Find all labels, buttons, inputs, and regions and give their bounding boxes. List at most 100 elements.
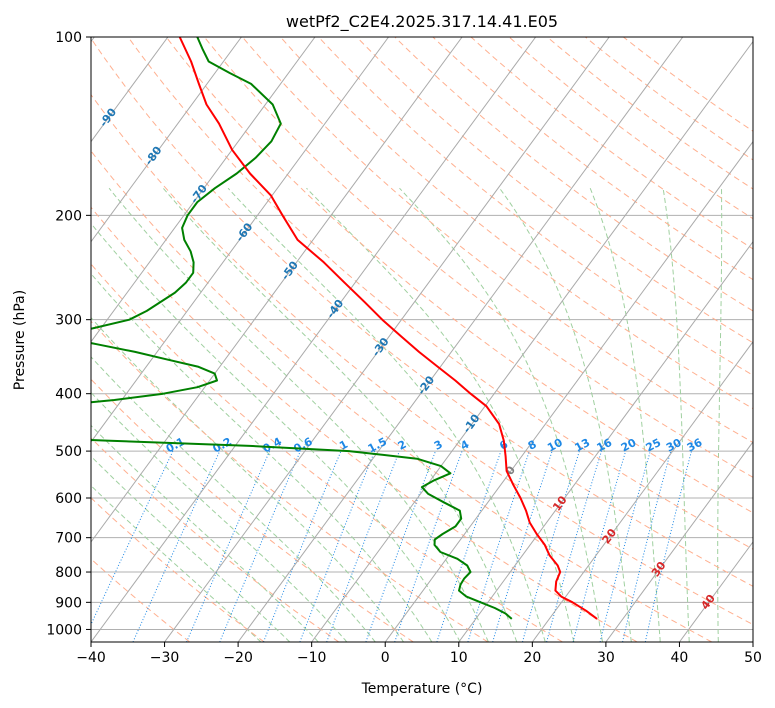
- moist-adiabat-line: [662, 188, 690, 642]
- isotherm-line: [384, 140, 753, 642]
- temperature-profile-line: [178, 37, 598, 620]
- mixing-ratio-label: 13: [573, 436, 593, 455]
- mixing-ratio-label: 25: [644, 436, 664, 455]
- moist-adiabat-line: [91, 391, 348, 642]
- mixing-ratio-line: [326, 450, 400, 642]
- isotherm-line: [91, 37, 316, 343]
- x-tick-label: 50: [744, 650, 762, 666]
- dry-adiabat-line: [318, 37, 753, 376]
- isotherm-line: [605, 441, 753, 642]
- y-tick-label: 600: [55, 491, 82, 507]
- chart-title: wetPf2_C2E4.2025.317.14.41.E05: [286, 12, 558, 32]
- mixing-ratio-line: [91, 450, 174, 626]
- moist-adiabat-line: [91, 272, 433, 642]
- y-tick-label: 400: [55, 387, 82, 403]
- x-tick-label: −10: [297, 650, 327, 666]
- isotherm-line: [458, 240, 753, 642]
- y-tick-label: 700: [55, 531, 82, 547]
- dry-adiabat-line: [91, 378, 414, 642]
- dry-adiabat-line: [584, 37, 753, 161]
- x-tick-label: 20: [523, 650, 541, 666]
- isotherm-line: [164, 37, 610, 642]
- isotherm-line: [91, 37, 389, 443]
- mixing-ratio-line: [365, 450, 436, 642]
- dry-adiabat-line: [546, 37, 753, 190]
- y-tick-label: 900: [55, 595, 82, 611]
- mixing-ratio-label: 20: [619, 436, 639, 455]
- dry-adiabat-line: [127, 37, 753, 550]
- isotherm-line: [91, 37, 463, 543]
- x-tick-label: 40: [671, 650, 689, 666]
- dry-adiabat-line: [91, 320, 489, 642]
- mixing-ratio-line: [132, 450, 221, 642]
- dry-adiabat-line: [91, 206, 638, 642]
- moist-adiabat-line: [306, 187, 575, 642]
- mixing-ratio-line: [522, 450, 580, 642]
- mixing-ratio-line: [436, 450, 502, 642]
- dry-adiabat-line: [91, 37, 753, 587]
- mixing-ratio-label: 36: [685, 436, 705, 455]
- mixing-ratio-lines: [91, 450, 692, 642]
- x-tick-label: 0: [381, 650, 390, 666]
- y-axis-ticks: 100 200 300 400 500 600 700 800 900 1000: [46, 30, 91, 638]
- y-axis-label: Pressure (hPa): [12, 290, 28, 390]
- y-tick-label: 100: [55, 30, 82, 46]
- x-axis-ticks: −40 −30 −20 −10 0 10 20 30 40 50: [76, 642, 762, 666]
- x-axis-label: Temperature (°C): [361, 681, 483, 697]
- dry-adiabat-line: [242, 37, 753, 444]
- dewpoint-profile-line: [91, 37, 513, 620]
- dry-adiabat-line: [91, 263, 563, 642]
- y-tick-label: 800: [55, 565, 82, 581]
- x-tick-label: −20: [223, 650, 253, 666]
- isotherm-line: [91, 37, 537, 642]
- mixing-ratio-line: [467, 450, 530, 642]
- moist-adiabat-line: [91, 222, 461, 642]
- moist-adiabat-line: [91, 424, 319, 642]
- mixing-ratio-line: [492, 450, 553, 642]
- moist-adiabat-line: [108, 187, 489, 642]
- dry-adiabat-line: [91, 150, 713, 642]
- moist-adiabat-line: [91, 484, 262, 642]
- isotherm-line: [311, 40, 753, 642]
- mixing-ratio-label: 10: [545, 436, 565, 455]
- mixing-ratio-line: [546, 450, 602, 642]
- dry-adiabat-line: [165, 37, 753, 514]
- mixing-ratio-label: 30: [664, 436, 684, 455]
- moist-adiabats: [91, 187, 723, 642]
- isotherm-line: [237, 37, 684, 642]
- mixing-ratio-line: [394, 450, 463, 642]
- moist-adiabat-line: [717, 188, 723, 642]
- profiles: [91, 37, 598, 620]
- moist-adiabat-line: [91, 455, 291, 642]
- dry-adiabat-line: [203, 37, 753, 478]
- moist-adiabat-line: [91, 316, 404, 642]
- dry-adiabat-line: [91, 497, 265, 642]
- mixing-ratio-line: [299, 450, 376, 642]
- x-tick-label: −30: [150, 650, 180, 666]
- moist-adiabat-line: [589, 188, 661, 642]
- x-tick-label: 30: [597, 650, 615, 666]
- mixing-ratio-line: [263, 450, 342, 642]
- dry-adiabat-line: [508, 37, 753, 220]
- isotherm-line: [91, 37, 242, 243]
- moist-adiabat-line: [399, 187, 603, 642]
- dry-adiabat-line: [394, 37, 753, 312]
- dry-adiabat-line: [356, 37, 753, 344]
- moist-adiabat-line: [499, 187, 632, 642]
- moist-adiabat-line: [162, 187, 518, 642]
- plot-frame: [90, 36, 754, 643]
- moist-adiabat-line: [91, 356, 376, 642]
- dry-adiabats: [91, 37, 753, 642]
- x-tick-label: −40: [76, 650, 106, 666]
- x-tick-label: 10: [450, 650, 468, 666]
- moist-adiabat-line: [227, 187, 546, 642]
- y-tick-label: 1000: [46, 622, 82, 638]
- mixing-ratio-label: 16: [595, 436, 615, 455]
- isotherm-line: [531, 340, 753, 642]
- y-tick-label: 300: [55, 313, 82, 329]
- isotherm-line: [91, 37, 169, 143]
- y-tick-label: 200: [55, 208, 82, 224]
- y-tick-label: 500: [55, 444, 82, 460]
- isotherms: [91, 37, 753, 642]
